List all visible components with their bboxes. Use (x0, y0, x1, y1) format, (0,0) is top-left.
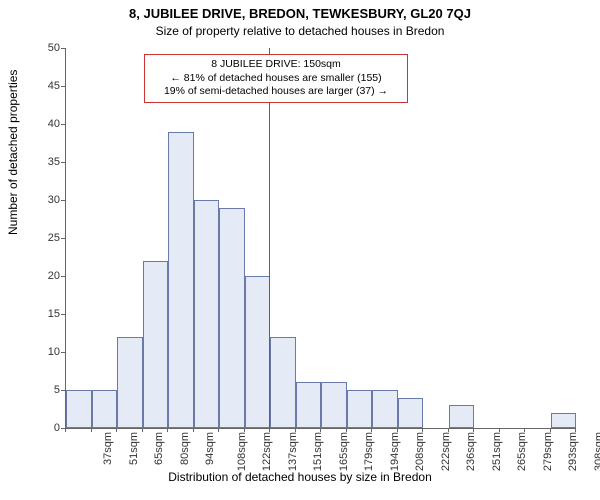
histogram-bar (449, 405, 475, 428)
y-tick-label: 10 (30, 346, 60, 358)
y-tick-mark (61, 48, 65, 49)
x-tick-label: 165sqm (338, 432, 350, 471)
x-tick-mark (295, 428, 296, 432)
x-tick-label: 308sqm (593, 432, 600, 471)
y-tick-mark (61, 276, 65, 277)
histogram-bar (321, 382, 347, 428)
histogram-bar (347, 390, 373, 428)
x-tick-mark (91, 428, 92, 432)
y-tick-label: 15 (30, 308, 60, 320)
y-tick-label: 35 (30, 156, 60, 168)
x-tick-mark (397, 428, 398, 432)
x-tick-label: 236sqm (465, 432, 477, 471)
y-tick-mark (61, 238, 65, 239)
x-axis-label: Distribution of detached houses by size … (0, 470, 600, 484)
y-tick-mark (61, 162, 65, 163)
annotation-box: 8 JUBILEE DRIVE: 150sqm ← 81% of detache… (144, 54, 408, 103)
chart-subtitle: Size of property relative to detached ho… (0, 24, 600, 38)
histogram-bar (270, 337, 296, 428)
x-tick-mark (575, 428, 576, 432)
x-tick-mark (167, 428, 168, 432)
x-tick-mark (473, 428, 474, 432)
y-tick-mark (61, 200, 65, 201)
histogram-bar (92, 390, 118, 428)
x-tick-label: 279sqm (542, 432, 554, 471)
annotation-line-1: 8 JUBILEE DRIVE: 150sqm (151, 58, 401, 72)
x-tick-mark (320, 428, 321, 432)
histogram-bar (143, 261, 169, 428)
x-tick-mark (499, 428, 500, 432)
x-tick-label: 37sqm (102, 432, 114, 465)
y-axis-label: Number of detached properties (6, 70, 20, 235)
x-tick-mark (422, 428, 423, 432)
histogram-bar (551, 413, 577, 428)
annotation-line-2: ← 81% of detached houses are smaller (15… (151, 72, 401, 86)
x-tick-label: 293sqm (567, 432, 579, 471)
histogram-bar (194, 200, 220, 428)
y-tick-label: 0 (30, 422, 60, 434)
y-tick-label: 50 (30, 42, 60, 54)
x-tick-mark (116, 428, 117, 432)
x-tick-label: 208sqm (414, 432, 426, 471)
property-marker-line (269, 48, 270, 428)
x-tick-mark (524, 428, 525, 432)
annotation-line-3: 19% of semi-detached houses are larger (… (151, 85, 401, 99)
x-tick-mark (269, 428, 270, 432)
histogram-bar (117, 337, 143, 428)
x-tick-mark (65, 428, 66, 432)
x-tick-mark (550, 428, 551, 432)
x-tick-label: 51sqm (128, 432, 140, 465)
x-tick-mark (346, 428, 347, 432)
y-tick-mark (61, 86, 65, 87)
x-tick-label: 194sqm (389, 432, 401, 471)
x-tick-label: 122sqm (261, 432, 273, 471)
x-tick-mark (371, 428, 372, 432)
x-tick-mark (448, 428, 449, 432)
histogram-chart: 8, JUBILEE DRIVE, BREDON, TEWKESBURY, GL… (0, 0, 600, 500)
histogram-bar (245, 276, 271, 428)
y-tick-label: 40 (30, 118, 60, 130)
chart-title-address: 8, JUBILEE DRIVE, BREDON, TEWKESBURY, GL… (0, 6, 600, 21)
x-tick-label: 94sqm (204, 432, 216, 465)
y-tick-label: 30 (30, 194, 60, 206)
x-tick-label: 265sqm (516, 432, 528, 471)
x-tick-label: 251sqm (491, 432, 503, 471)
histogram-bar (219, 208, 245, 428)
y-tick-mark (61, 124, 65, 125)
x-tick-label: 151sqm (312, 432, 324, 471)
x-tick-mark (244, 428, 245, 432)
histogram-bar (168, 132, 194, 428)
y-tick-label: 25 (30, 232, 60, 244)
x-tick-label: 108sqm (236, 432, 248, 471)
y-tick-mark (61, 314, 65, 315)
x-tick-label: 80sqm (179, 432, 191, 465)
y-tick-mark (61, 352, 65, 353)
x-tick-mark (218, 428, 219, 432)
histogram-bar (372, 390, 398, 428)
y-tick-label: 5 (30, 384, 60, 396)
x-tick-label: 179sqm (363, 432, 375, 471)
histogram-bar (296, 382, 322, 428)
x-tick-mark (142, 428, 143, 432)
histogram-bar (66, 390, 92, 428)
y-tick-mark (61, 390, 65, 391)
y-tick-label: 45 (30, 80, 60, 92)
y-tick-label: 20 (30, 270, 60, 282)
x-tick-label: 137sqm (287, 432, 299, 471)
x-tick-label: 222sqm (440, 432, 452, 471)
histogram-bar (398, 398, 424, 428)
x-tick-mark (193, 428, 194, 432)
plot-area (65, 48, 576, 429)
x-tick-label: 65sqm (153, 432, 165, 465)
